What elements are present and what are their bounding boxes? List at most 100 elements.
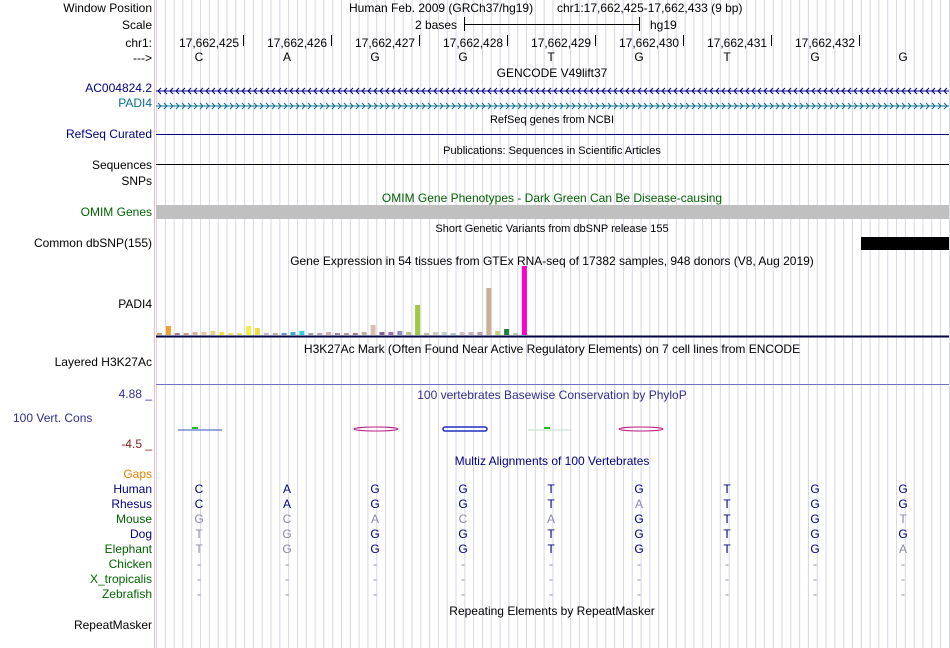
ruler-coordinate: 17,662,427 [355, 36, 416, 50]
strand-chevron [439, 102, 444, 110]
omim-bar[interactable] [156, 205, 949, 219]
species-label[interactable]: Chicken [108, 557, 152, 571]
gencode-title: GENCODE V49lift37 [496, 66, 608, 80]
strand-chevron [295, 87, 300, 95]
strand-chevron [379, 87, 384, 95]
alignment-base: - [373, 572, 377, 586]
alignment-base: G [810, 542, 820, 556]
strand-chevron [283, 102, 288, 110]
strand-chevron [865, 87, 870, 95]
alignment-base: - [197, 557, 201, 571]
phylop-label[interactable]: 100 Vert. Cons [13, 411, 93, 425]
alignment-base: A [634, 497, 644, 511]
phylop-min: -4.5 _ [121, 437, 152, 451]
position-text[interactable]: chr1:17,662,425-17,662,433 (9 bp) [557, 1, 743, 15]
gtex-tissue-bar [174, 333, 180, 335]
strand-chevron [793, 87, 798, 95]
assembly-name[interactable]: Human Feb. 2009 (GRCh37/hg19) [349, 1, 534, 15]
alignment-base: T [723, 512, 731, 526]
strand-chevron [523, 87, 528, 95]
h3k27ac-label[interactable]: Layered H3K27Ac [54, 355, 152, 369]
alignment-base: T [195, 542, 203, 556]
gtex-bar-chart[interactable] [156, 266, 949, 338]
alignment-base: - [813, 587, 817, 601]
strand-chevron [679, 102, 684, 110]
strand-chevron [451, 87, 456, 95]
ruler-tick [859, 35, 860, 46]
strand-chevron [883, 102, 888, 110]
strand-chevron [193, 102, 198, 110]
strand-chevron [271, 102, 276, 110]
gtex-label[interactable]: PADI4 [118, 297, 152, 311]
gene-track-ac004824[interactable] [156, 83, 949, 95]
strand-chevron [667, 102, 672, 110]
strand-chevron [181, 87, 186, 95]
ruler-tick [331, 35, 332, 46]
alignment-base: - [637, 572, 641, 586]
omim-label[interactable]: OMIM Genes [80, 205, 152, 219]
rmsk-label[interactable]: RepeatMasker [73, 618, 152, 632]
species-label[interactable]: X_tropicalis [89, 572, 152, 586]
strand-chevron [565, 87, 570, 95]
alignment-base: - [285, 587, 289, 601]
pubs-label[interactable]: Sequences [91, 158, 152, 172]
species-label[interactable]: Mouse [115, 512, 152, 526]
strand-chevron [937, 87, 942, 95]
ruler-tick [771, 35, 772, 46]
alignment-base: - [373, 587, 377, 601]
snps-label[interactable]: SNPs [121, 174, 152, 188]
species-label[interactable]: Rhesus [111, 497, 152, 511]
phylop-score-mark [544, 427, 550, 429]
gene-track-padi4[interactable] [156, 98, 949, 110]
phylop-graph[interactable] [156, 420, 949, 436]
strand-chevron [463, 87, 468, 95]
gtex-tissue-bar [513, 333, 518, 335]
strand-chevron [547, 102, 552, 110]
species-label[interactable]: Human [113, 482, 152, 496]
gene-label-ac004824[interactable]: AC004824.2 [85, 81, 152, 95]
strand-chevron [379, 102, 384, 110]
strand-chevron [367, 102, 372, 110]
strand-chevron [487, 87, 492, 95]
strand-chevron [835, 102, 840, 110]
dbsnp-variant[interactable] [861, 237, 949, 250]
gene-label-padi4[interactable]: PADI4 [118, 96, 152, 110]
gtex-tissue-bar [504, 329, 510, 335]
species-label[interactable]: Dog [129, 527, 152, 541]
strand-chevron [187, 87, 192, 95]
gtex-tissue-bar [272, 333, 278, 335]
strand-chevron [199, 87, 204, 95]
species-label[interactable]: Zebrafish [101, 587, 152, 601]
gaps-label[interactable]: Gaps [123, 467, 152, 481]
strand-chevron [433, 102, 438, 110]
strand-chevron [943, 102, 948, 110]
strand-chevron [343, 102, 348, 110]
alignment-base: - [549, 572, 553, 586]
strand-chevron [829, 87, 834, 95]
alignment-base: G [458, 542, 468, 556]
strand-chevron [907, 87, 912, 95]
strand-chevron [265, 102, 270, 110]
alignment-base: G [458, 527, 468, 541]
strand-chevron [457, 102, 462, 110]
reference-base: G [458, 50, 468, 64]
gtex-tissue-bar [254, 328, 260, 335]
alignment-base: G [898, 497, 908, 511]
strand-chevron [475, 87, 480, 95]
dbsnp-label[interactable]: Common dbSNP(155) [33, 236, 152, 250]
strand-chevron [211, 87, 216, 95]
alignment-base: C [194, 497, 204, 511]
strand-chevron [457, 87, 462, 95]
strand-chevron [733, 87, 738, 95]
strand-chevron [655, 87, 660, 95]
strand-chevron [919, 87, 924, 95]
species-label[interactable]: Elephant [104, 542, 152, 556]
strand-chevron [769, 87, 774, 95]
refseq-label[interactable]: RefSeq Curated [65, 127, 152, 141]
strand-chevron [925, 87, 930, 95]
alignment-base: - [901, 572, 905, 586]
strand-chevron [469, 102, 474, 110]
strand-chevron [517, 102, 522, 110]
alignment-base: T [899, 512, 907, 526]
omim-title: OMIM Gene Phenotypes - Dark Green Can Be… [381, 191, 723, 205]
